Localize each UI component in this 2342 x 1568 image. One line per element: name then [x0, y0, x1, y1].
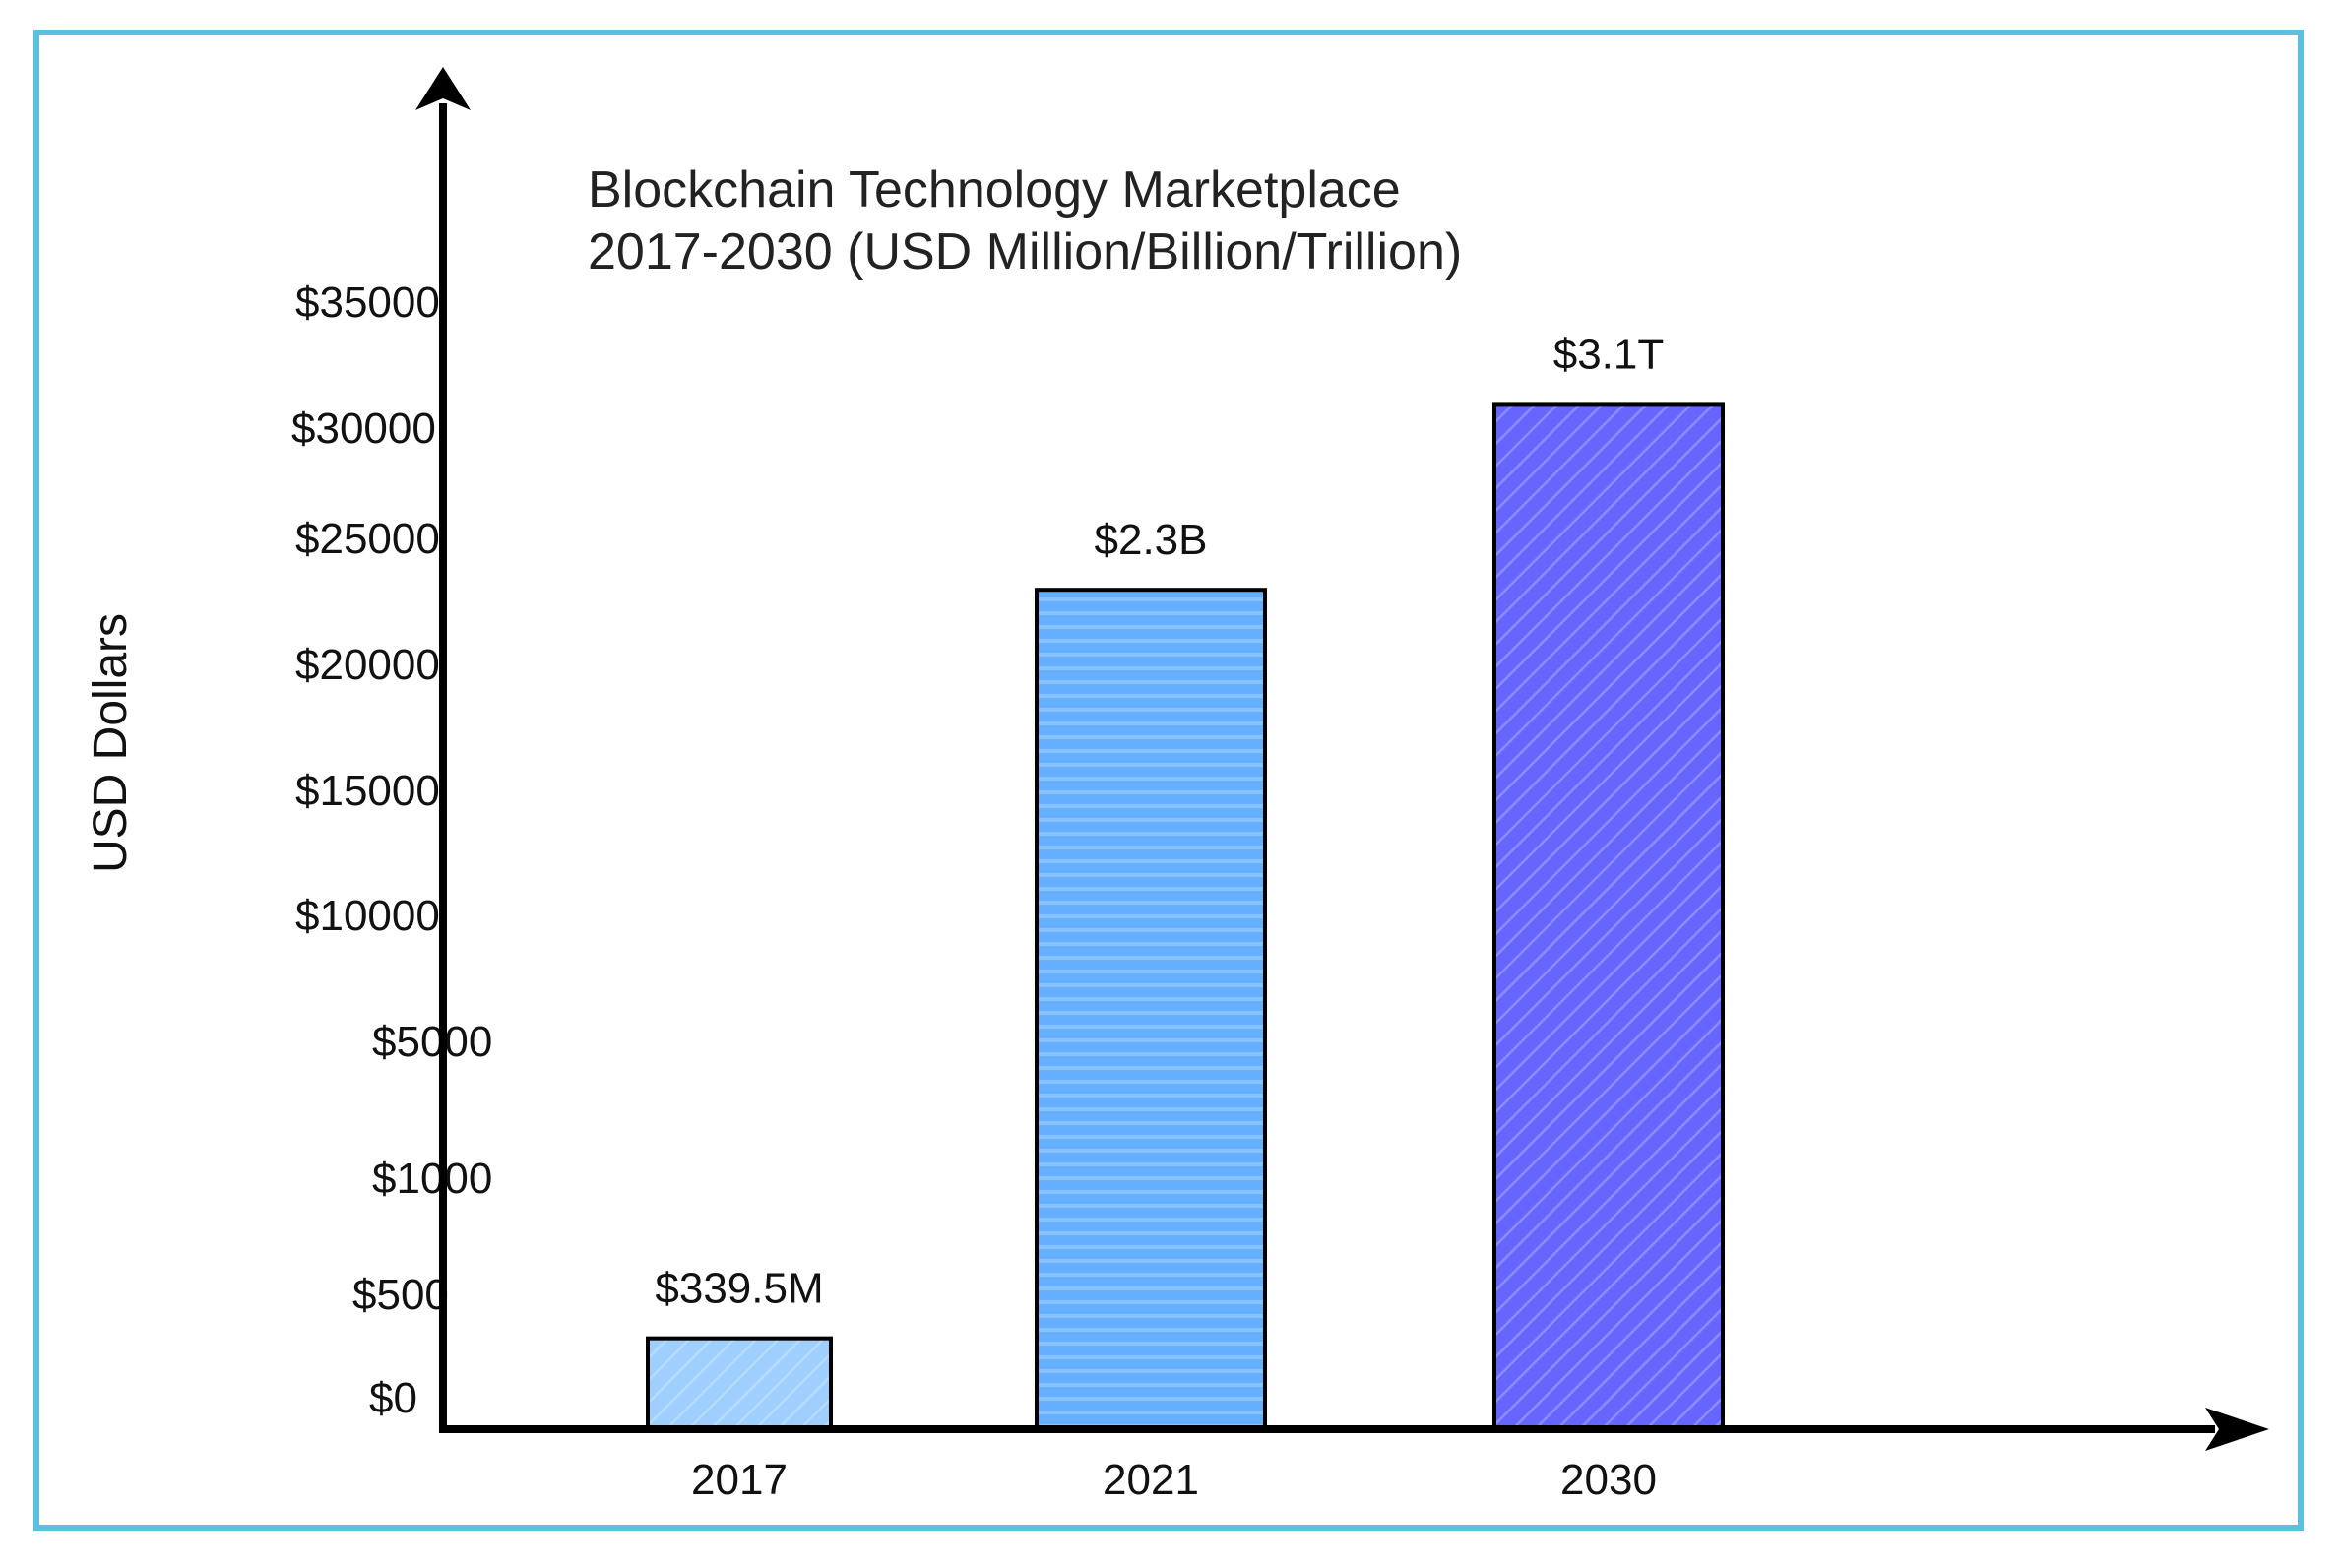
data-label: $3.1T: [1553, 330, 1665, 378]
y-tick-label: $1000: [372, 1155, 492, 1203]
data-label: $2.3B: [1095, 516, 1208, 564]
y-tick-label: $35000: [295, 279, 440, 327]
x-tick-label: 2017: [691, 1456, 788, 1504]
x-tick-label: 2030: [1560, 1456, 1657, 1504]
y-tick-label: $10000: [295, 892, 440, 940]
x-tick-label: 2021: [1103, 1456, 1199, 1504]
x-axis-arrow-icon: [2205, 1408, 2269, 1451]
bar-hatch-2030: [1496, 406, 1721, 1427]
y-axis-ticks: $0 $500 $1000 $5000 $10000 $15000 $20000 $25000…: [291, 279, 492, 1422]
y-axis-label: USD Dollars: [85, 613, 137, 873]
x-axis-tick-labels: 2017 2021 2030: [691, 1456, 1657, 1504]
y-tick-label: $0: [369, 1374, 417, 1422]
y-tick-label: $500: [352, 1271, 449, 1319]
data-label: $339.5M: [655, 1265, 823, 1313]
y-axis-arrow-icon: [415, 67, 471, 110]
y-tick-label: $30000: [291, 405, 436, 453]
chart-title-line-2: 2017-2030 (USD Million/Billion/Trillion): [588, 223, 1462, 281]
value-labels: $339.5M $2.3B $3.1T: [655, 330, 1664, 1312]
y-tick-label: $25000: [295, 515, 440, 563]
bar-hatch-2021: [1039, 592, 1263, 1427]
bar-hatch-2017: [650, 1340, 829, 1427]
bars-group: [646, 402, 1725, 1432]
y-tick-label: $5000: [372, 1018, 492, 1066]
chart-title-line-1: Blockchain Technology Marketplace: [588, 161, 1401, 219]
y-tick-label: $20000: [295, 641, 440, 689]
y-tick-label: $15000: [295, 767, 440, 815]
